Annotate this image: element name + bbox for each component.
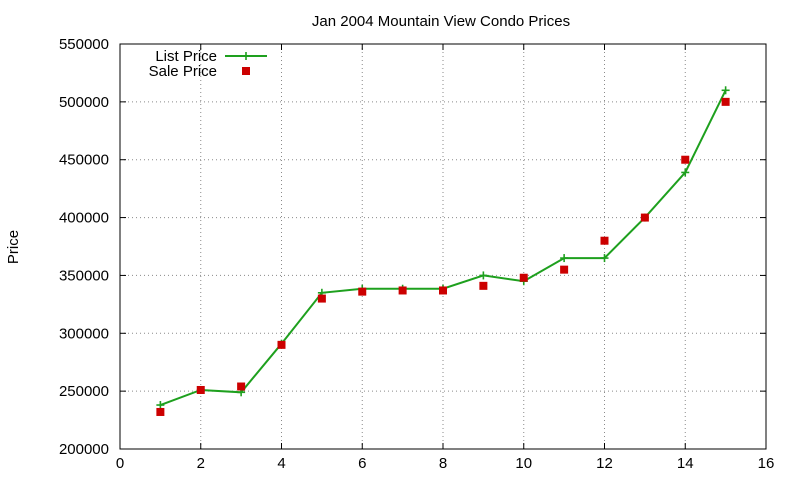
list-price-point — [560, 254, 569, 263]
sale-price-point — [439, 286, 447, 295]
plot-area — [156, 86, 730, 416]
x-tick-label: 4 — [277, 455, 285, 472]
x-tick-label: 16 — [758, 455, 775, 472]
list-price-point — [156, 401, 165, 410]
x-tick-label: 12 — [596, 455, 613, 472]
sale-price-point — [600, 236, 609, 245]
sale-price-point — [640, 213, 649, 222]
list-price-point — [681, 168, 690, 177]
sale-price-point — [398, 286, 407, 295]
y-tick-label: 300000 — [59, 325, 109, 342]
y-tick-label: 250000 — [59, 383, 109, 400]
y-tick-label: 350000 — [59, 267, 109, 284]
x-tick-label: 8 — [439, 455, 447, 472]
legend-square-marker — [242, 67, 250, 75]
x-tick-label: 6 — [358, 455, 366, 472]
legend-label: Sale Price — [149, 63, 217, 80]
sale-price-point — [681, 155, 690, 164]
sale-price-point — [358, 287, 367, 296]
sale-price-point — [196, 385, 205, 394]
sale-price-point — [560, 265, 569, 274]
legend-label: List Price — [155, 48, 217, 65]
sale-price-point — [277, 340, 286, 349]
list-price-point — [721, 86, 730, 95]
list-price-point — [600, 254, 609, 263]
sale-price-point — [317, 294, 326, 303]
y-axis-label: Price — [5, 230, 22, 264]
sale-price-point — [156, 407, 165, 416]
grid — [120, 44, 766, 449]
y-tick-label: 200000 — [59, 441, 109, 458]
x-tick-label: 0 — [116, 455, 124, 472]
x-tick-label: 10 — [515, 455, 532, 472]
legend-plus-marker — [242, 52, 250, 60]
y-tick-label: 500000 — [59, 94, 109, 111]
sale-price-point — [721, 97, 730, 106]
y-tick-label: 550000 — [59, 36, 109, 53]
sale-price-point — [479, 281, 488, 290]
y-tick-label: 450000 — [59, 152, 109, 169]
chart-title: Jan 2004 Mountain View Condo Prices — [312, 13, 570, 30]
sale-price-point — [237, 382, 246, 391]
y-tick-label: 400000 — [59, 210, 109, 227]
sale-price-point — [519, 273, 528, 282]
x-tick-label: 2 — [197, 455, 205, 472]
x-tick-label: 14 — [677, 455, 694, 472]
axes: 0 2 4 6 8 10 12 14 16 200000 250000 300000 350000 400… — [59, 36, 774, 472]
list-price-point — [479, 271, 488, 280]
sale-price-series — [156, 97, 730, 416]
list-price-line — [160, 89, 727, 406]
